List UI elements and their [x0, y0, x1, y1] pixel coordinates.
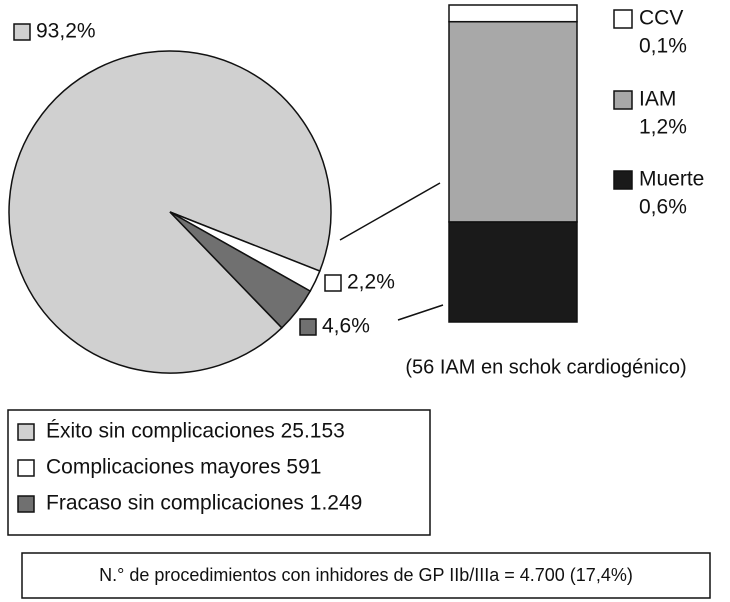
- footnote-box: [21, 552, 711, 599]
- label-swatch: [299, 318, 317, 336]
- value-label: 1,2%: [639, 116, 687, 139]
- legend-label: Fracaso sin complicaciones 1.249: [46, 492, 362, 515]
- value-label: 0,6%: [639, 196, 687, 219]
- legend-label: CCV: [639, 7, 683, 30]
- bar-segment: [448, 221, 578, 323]
- bar-note: (56 IAM en schok cardiogénico): [405, 356, 686, 378]
- connector: [339, 182, 441, 241]
- value-label: 93,2%: [36, 20, 96, 43]
- footnote: N.° de procedimientos con inhidores de G…: [99, 565, 633, 585]
- legend-swatch: [17, 459, 35, 477]
- value-label: 2,2%: [347, 271, 395, 294]
- legend-swatch: [613, 9, 633, 29]
- legend-label: IAM: [639, 88, 676, 111]
- legend-swatch: [17, 495, 35, 513]
- pie-slice: [169, 211, 312, 329]
- connector: [397, 304, 444, 321]
- value-label: 4,6%: [322, 315, 370, 338]
- legend-label: Éxito sin complicaciones 25.153: [46, 420, 345, 443]
- bar-segment: [448, 4, 578, 23]
- legend-label: Complicaciones mayores 591: [46, 456, 321, 479]
- value-label: 0,1%: [639, 35, 687, 58]
- legend-swatch: [17, 423, 35, 441]
- legend-swatch: [613, 170, 633, 190]
- label-swatch: [13, 23, 31, 41]
- legend-swatch: [613, 90, 633, 110]
- bar-segment: [448, 20, 578, 223]
- legend-label: Muerte: [639, 168, 704, 191]
- label-swatch: [324, 274, 342, 292]
- legend-box: [7, 409, 431, 536]
